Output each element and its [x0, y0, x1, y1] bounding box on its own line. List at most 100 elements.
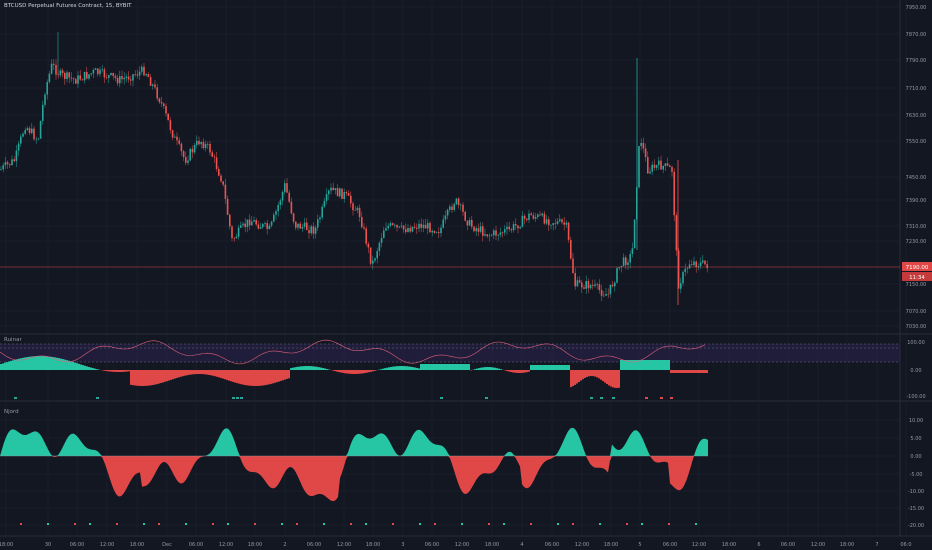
oscillator-bar [302, 366, 304, 370]
oscillator-bar [406, 366, 408, 370]
oscillator-bar [678, 370, 680, 373]
candle-body [209, 144, 211, 153]
candle-body [86, 71, 88, 79]
candle-body [618, 267, 620, 269]
oscillator-signal [612, 397, 615, 399]
njord-panel[interactable] [0, 427, 708, 525]
candle-body [130, 79, 132, 81]
candle-body [218, 169, 220, 176]
oscillator-bar [516, 370, 518, 373]
oscillator-bar [400, 366, 402, 370]
oscillator-panel[interactable] [0, 339, 900, 399]
oscillator-bar [218, 370, 220, 378]
candle-body [376, 251, 378, 259]
candle-body [26, 128, 29, 131]
candle-body [147, 74, 150, 78]
price-axis-label: 7150.00 [906, 282, 927, 288]
oscillator-bar [148, 370, 150, 386]
oscillator-bar [2, 363, 4, 370]
oscillator-bar [116, 370, 118, 372]
candle-body [677, 250, 680, 289]
candle-body [334, 188, 337, 191]
oscillator-bar [366, 370, 368, 373]
oscillator-bar [558, 365, 560, 370]
candle-body [695, 261, 697, 268]
candle-body [200, 142, 202, 145]
candle-body [9, 164, 11, 166]
oscillator-bar [692, 370, 694, 373]
oscillator-bar [78, 363, 80, 370]
candle-body [644, 148, 647, 158]
candle-body [341, 188, 343, 199]
njord-signal [599, 523, 601, 525]
oscillator-bar [496, 368, 498, 370]
candle-body [176, 136, 178, 141]
candle-body [222, 181, 224, 185]
oscillator-bar [332, 370, 334, 371]
oscillator-bar [224, 370, 226, 380]
candle-body [273, 214, 275, 222]
njord-signal [392, 523, 394, 525]
oscillator-bar [320, 367, 322, 370]
candle-body [4, 162, 7, 166]
oscillator-bar [488, 367, 490, 370]
oscillator-bar [66, 360, 68, 370]
oscillator-bar [686, 370, 688, 373]
oscillator-bar [6, 362, 8, 370]
candle-body [545, 219, 548, 224]
candle-body [187, 160, 189, 163]
time-axis-label: 12:00 [575, 542, 589, 548]
oscillator-bar [666, 360, 668, 370]
candle-body [572, 258, 574, 274]
candle-body [101, 69, 103, 70]
candle-body [633, 219, 636, 249]
time-axis[interactable]: 18:00 30 06:00 12:00 18:00 Dec 06:00 12:00 18:00… [0, 542, 912, 548]
candlestick-series[interactable] [0, 32, 708, 305]
oscillator-bar [576, 370, 578, 384]
njord-axis-label: -20.00 [908, 523, 924, 529]
oscillator-bar [518, 370, 520, 373]
oscillator-bar [200, 370, 202, 375]
candle-body [699, 262, 702, 267]
oscillator-signal [670, 397, 673, 399]
price-axis[interactable]: 7950.00 7870.00 7790.00 7710.00 7630.00 7550.… [906, 5, 927, 330]
oscillator-bar [136, 370, 138, 386]
price-axis-label: 7710.00 [906, 86, 927, 92]
candle-body [473, 226, 475, 232]
candle-body [77, 75, 79, 84]
candle-body [427, 222, 429, 229]
oscillator-bar [306, 366, 308, 370]
oscillator-bar [632, 360, 634, 370]
candle-body [112, 72, 114, 76]
oscillator-bar [204, 370, 206, 375]
oscillator-bar [438, 364, 440, 370]
njord-signal [143, 523, 145, 525]
candle-body [600, 290, 603, 296]
candle-body [587, 281, 590, 289]
oscillator-bar [638, 360, 640, 370]
oscillator-bar [142, 370, 144, 386]
oscillator-bar [26, 357, 28, 370]
oscillator-bar [674, 370, 676, 373]
oscillator-bar [60, 358, 62, 370]
candle-body [356, 207, 359, 211]
oscillator-bar [94, 368, 96, 370]
oscillator-bar [266, 370, 268, 385]
candle-body [596, 284, 598, 285]
oscillator-bar [422, 364, 424, 370]
oscillator-bar [18, 358, 20, 370]
candle-body [46, 82, 48, 95]
oscillator-line [0, 339, 706, 365]
candle-body [585, 281, 587, 289]
candle-body [70, 77, 73, 79]
oscillator-bar [112, 370, 114, 372]
candle-body [13, 159, 15, 162]
price-axis-label: 7630.00 [906, 113, 927, 119]
oscillator-bar [128, 370, 130, 372]
candle-body [303, 222, 306, 227]
oscillator-signal [14, 397, 17, 399]
candle-body [664, 163, 667, 166]
oscillator-bar [38, 356, 40, 370]
oscillator-bar [242, 370, 244, 385]
